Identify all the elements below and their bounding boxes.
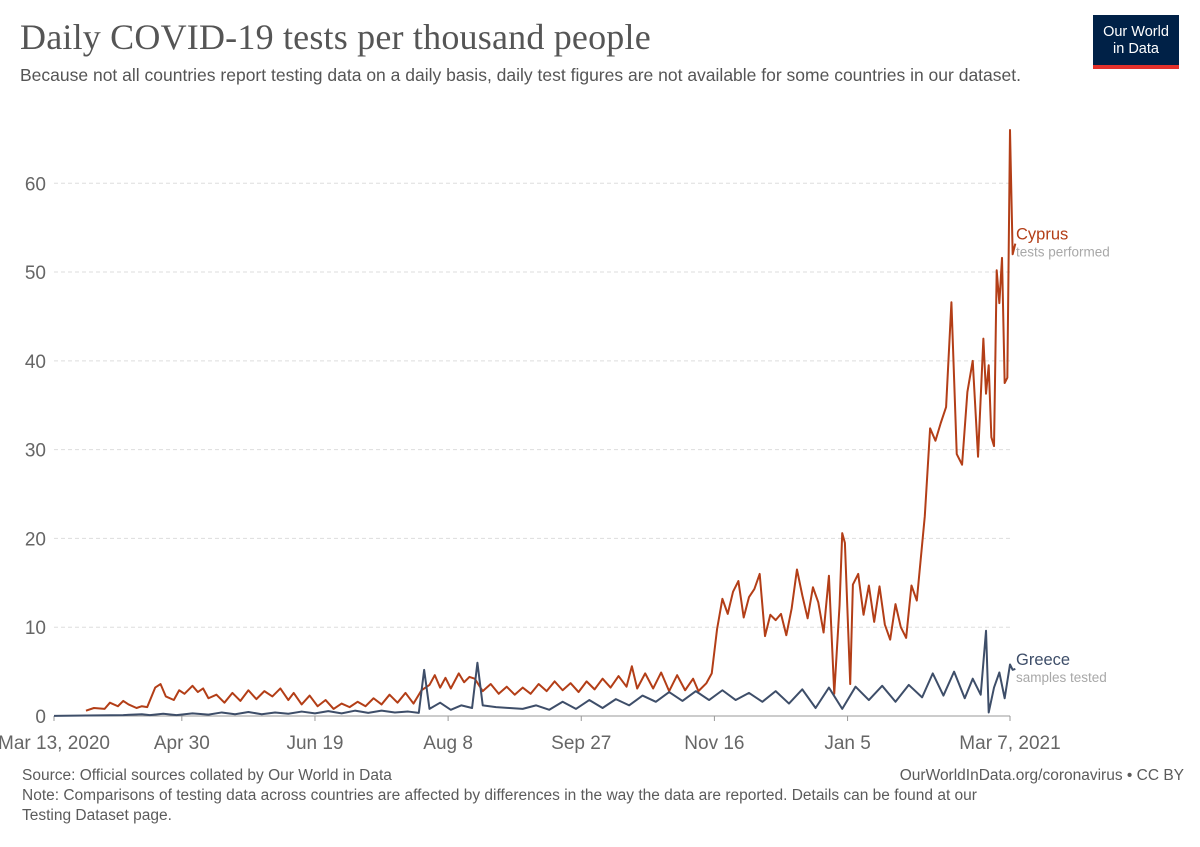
y-tick-label-0: 0 [35,707,46,728]
x-axis: Mar 13, 2020 Apr 30 Jun 19 Aug 8 Sep 27 Nov 1… [0,715,1061,754]
chart-footer: Source: Official sources collated by Our… [22,766,1022,826]
y-tick-label-50: 50 [25,263,46,284]
x-tick-label-3: Aug 8 [423,733,473,754]
y-tick-label-30: 30 [25,441,46,462]
logo-line-2: in Data [1113,41,1159,57]
series-lines [53,129,1017,717]
cyprus-line [85,129,1017,712]
cyprus-series-label: Cyprus [1016,226,1068,244]
x-tick-label-4: Sep 27 [551,733,611,754]
y-tick-label-10: 10 [25,618,46,639]
x-tick-label-0: Mar 13, 2020 [0,733,110,754]
greece-series-sublabel: samples tested [1016,670,1107,685]
y-tick-label-40: 40 [25,352,46,373]
cyprus-series-sublabel: tests performed [1016,245,1110,260]
greece-series-label: Greece [1016,651,1070,669]
owid-logo[interactable]: Our World in Data [1093,15,1179,69]
source-link[interactable]: OurWorldInData.org/coronavirus • CC BY [899,767,1184,784]
note-text[interactable]: Note: Comparisons of testing data across… [22,787,977,824]
y-tick-label-60: 60 [25,174,46,195]
page-title: Daily COVID-19 tests per thousand people [20,17,651,57]
x-tick-label-7: Mar 7, 2021 [959,733,1060,754]
y-tick-label-20: 20 [25,529,46,550]
source-text: Source: Official sources collated by Our… [22,767,392,784]
y-axis: 0 10 20 30 40 50 60 [25,174,46,728]
x-tick-label-6: Jan 5 [824,733,870,754]
x-tick-label-2: Jun 19 [286,733,343,754]
x-tick-label-5: Nov 16 [684,733,744,754]
logo-line-1: Our World [1103,24,1169,40]
x-tick-label-1: Apr 30 [154,733,210,754]
greece-line [53,629,1016,717]
page-subtitle: Because not all countries report testing… [20,65,1021,85]
gridlines [54,182,1010,628]
